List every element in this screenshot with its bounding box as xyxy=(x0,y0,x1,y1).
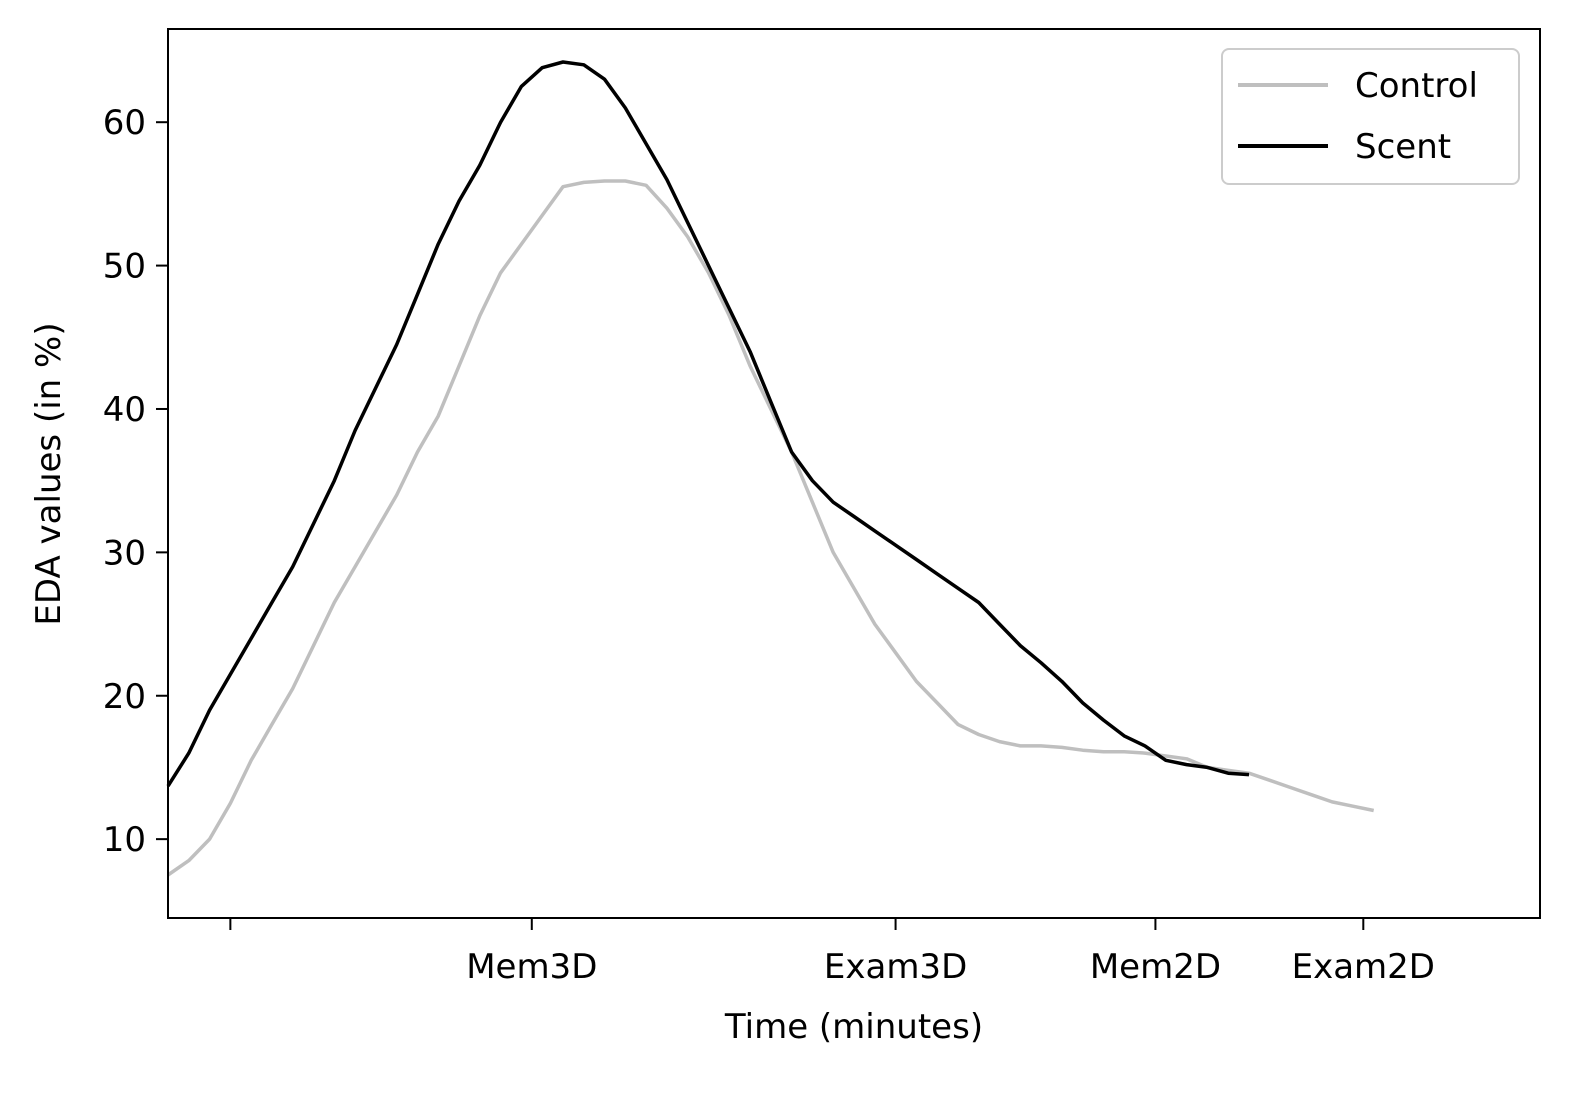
y-tick-label: 10 xyxy=(103,820,146,860)
x-tick-label: Mem3D xyxy=(466,947,597,987)
x-axis-label: Time (minutes) xyxy=(724,1007,983,1047)
x-tick-label: Exam2D xyxy=(1292,947,1435,987)
y-axis-ticks: 10 20 30 40 50 60 xyxy=(103,103,168,860)
legend-label-scent: Scent xyxy=(1355,127,1451,167)
series-layer xyxy=(166,60,1375,877)
plot-frame xyxy=(167,28,1541,919)
y-tick-label: 60 xyxy=(103,103,146,143)
y-tick-label: 30 xyxy=(103,533,146,573)
y-tick-label: 20 xyxy=(103,677,146,717)
x-tick-label: Mem2D xyxy=(1090,947,1221,987)
y-axis-label: EDA values (in %) xyxy=(29,322,69,625)
legend-label-control: Control xyxy=(1355,66,1478,106)
series-line-scent xyxy=(166,60,1250,788)
x-axis-ticks: Mem3D Exam3D Mem2D Exam2D xyxy=(229,918,1435,987)
series-line-control xyxy=(167,179,1375,877)
legend-box xyxy=(1221,48,1520,185)
x-tick-label: Exam3D xyxy=(824,947,967,987)
y-tick-label: 40 xyxy=(103,390,146,430)
y-tick-label: 50 xyxy=(103,247,146,287)
legend: Control Scent xyxy=(1221,48,1520,185)
